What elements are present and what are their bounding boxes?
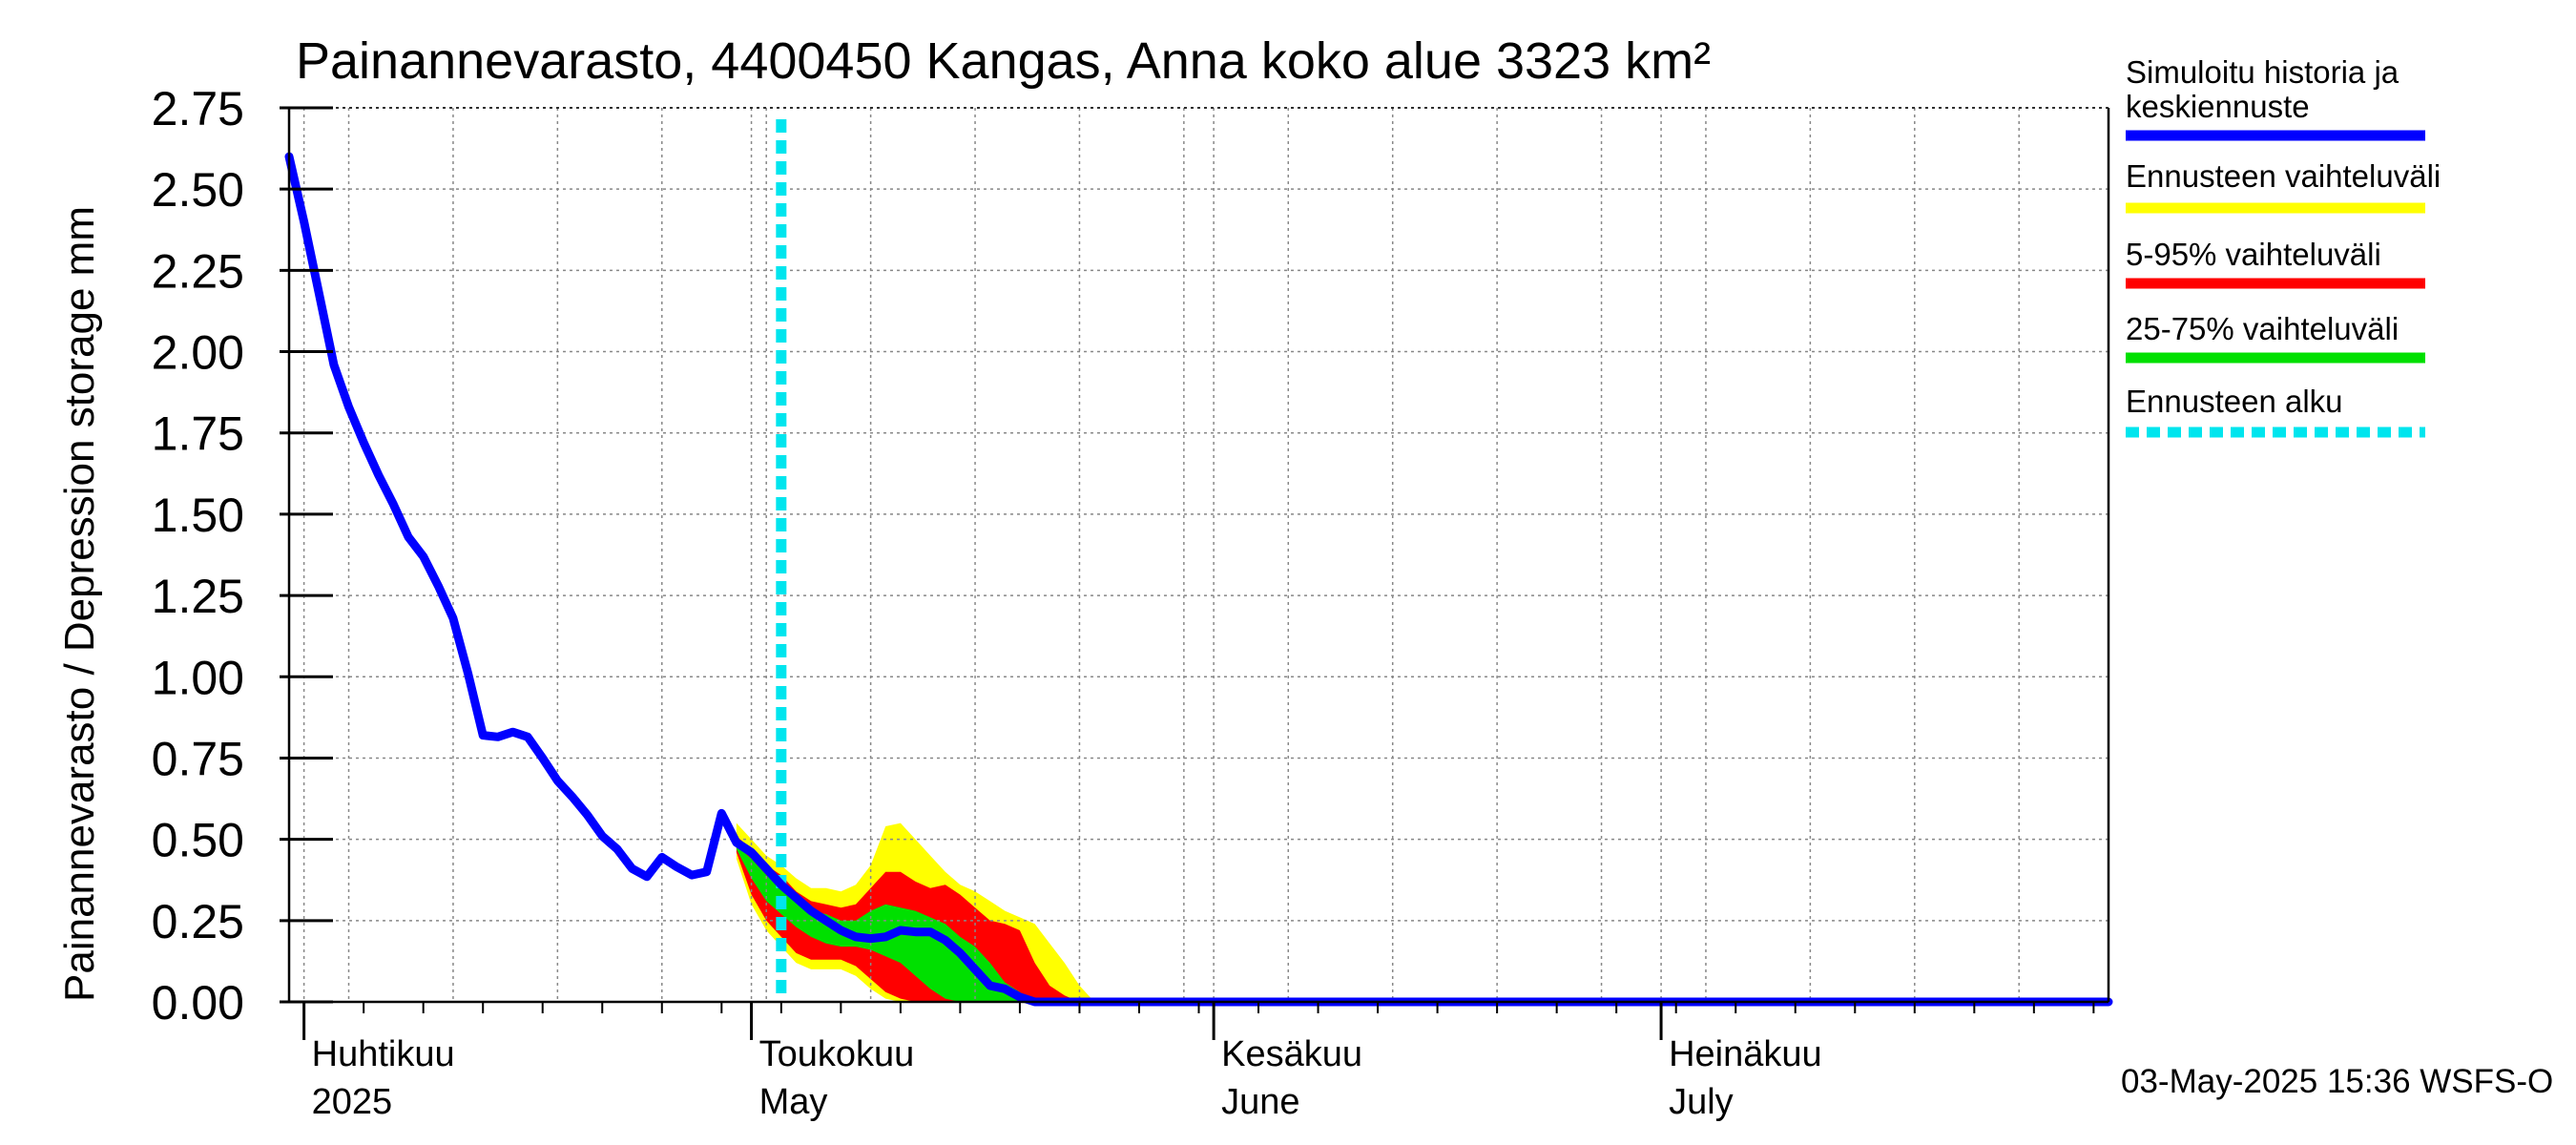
y-tick-label: 0.75 [152,732,244,785]
legend-label: Ennusteen vaihteluväli [2126,158,2441,194]
legend-label: Simuloitu historia ja keskiennuste [2126,54,2399,124]
month-label-fi: Toukokuu [759,1034,915,1074]
month-label-en: 2025 [312,1082,393,1122]
y-tick-label: 2.00 [152,326,244,380]
series-line-0 [284,152,2113,1007]
series-layer [284,152,2113,1007]
axes: 0.00 0.25 0.50 0.75 1.00 1.25 1.50 1.75 2.00 2.25… [152,82,2110,1122]
legend: Simuloitu historia ja keskiennuste Ennuste… [2126,54,2441,438]
month-label-fi: Huhtikuu [312,1034,455,1074]
y-tick-label: 1.00 [152,651,244,704]
month-label-fi: Kesäkuu [1221,1034,1362,1074]
legend-label-line: Simuloitu historia ja [2126,54,2399,90]
legend-label: 25-75% vaihteluväli [2126,311,2399,346]
footer-timestamp: 03-May-2025 15:36 WSFS-O [2121,1063,2553,1100]
legend-label-line: keskiennuste [2126,89,2310,124]
month-label-en: June [1221,1082,1299,1122]
y-tick-label: 2.75 [152,82,244,135]
y-tick-label: 0.00 [152,976,244,1030]
forecast-bands [736,822,1095,1002]
month-label-en: July [1669,1082,1734,1122]
legend-label: 5-95% vaihteluväli [2126,237,2381,272]
month-label-fi: Heinäkuu [1669,1034,1822,1074]
y-tick-label: 2.25 [152,244,244,298]
y-tick-label: 1.25 [152,570,244,623]
grid [289,107,2109,1003]
y-tick-label: 1.50 [152,489,244,542]
y-tick-label: 2.50 [152,163,244,217]
legend-label: Ennusteen alku [2126,384,2343,419]
chart-title: Painannevarasto, 4400450 Kangas, Anna ko… [296,32,1711,90]
y-axis-label: Painannevarasto / Depression storage mm [56,206,103,1002]
y-tick-label: 0.25 [152,895,244,948]
y-tick-label: 1.75 [152,407,244,461]
band-2 [736,845,1035,1002]
month-label-en: May [759,1082,828,1122]
y-tick-label: 0.50 [152,814,244,867]
